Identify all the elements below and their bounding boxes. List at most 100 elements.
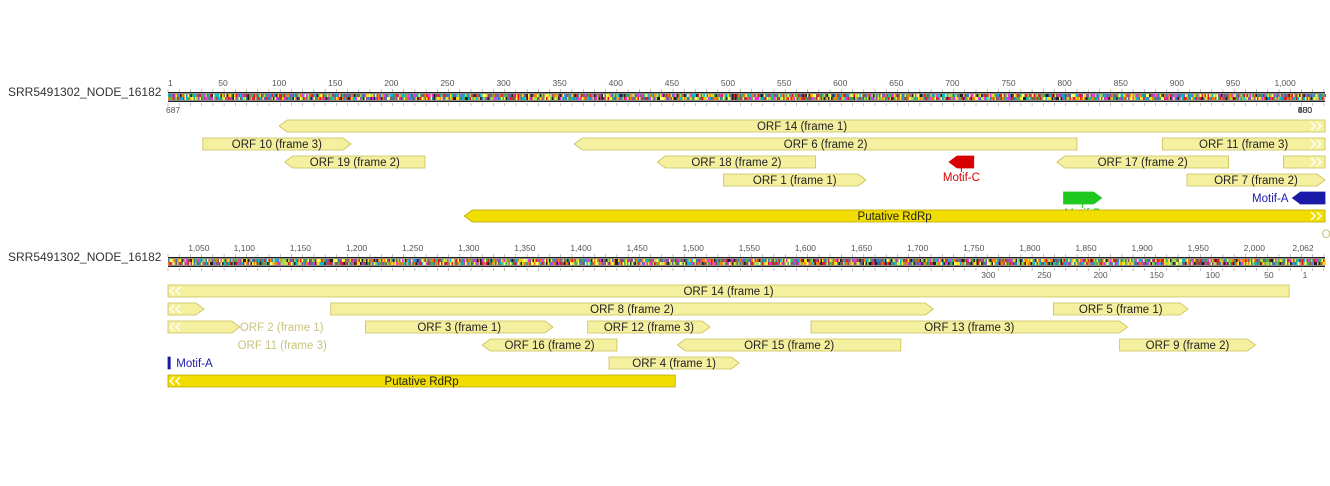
motif-a-motif[interactable] — [1291, 191, 1326, 205]
orf-8-frame-2-feature[interactable] — [330, 302, 935, 316]
tick-label: 400 — [609, 78, 623, 88]
tick-label: 1,350 — [514, 243, 536, 253]
reverse-tick-label: 150 — [1150, 270, 1164, 280]
tick-label: 300 — [496, 78, 510, 88]
orf-14-frame-1-feature[interactable] — [167, 284, 1290, 298]
reverse-tick-label: 50 — [1264, 270, 1274, 280]
orf-9-frame-2-feature[interactable] — [1119, 338, 1257, 352]
continuation-chevron — [175, 286, 181, 296]
tick-label: 1,700 — [907, 243, 929, 253]
tick-label: 1,000 — [1274, 78, 1296, 88]
orf-4-frame-1-feature[interactable] — [608, 356, 740, 370]
tick-label: 350 — [553, 78, 567, 88]
sequence-strip — [168, 257, 1327, 267]
faded-orf-2-label: ORF 2 ( — [1322, 229, 1330, 241]
orf-3-frame-1-feature[interactable] — [365, 320, 554, 334]
sequence-name: SRR5491302_NODE_16182 — [8, 250, 162, 264]
tick-label: 2,000 — [1244, 243, 1266, 253]
orf-18-frame-2-label: ORF 18 (frame 2) — [691, 157, 781, 169]
tick-label: 500 — [721, 78, 735, 88]
orf-5-frame-1-feature[interactable] — [1053, 302, 1189, 316]
tick-label: 1,750 — [963, 243, 985, 253]
orf-fragment-feature[interactable] — [1283, 155, 1326, 169]
motif-c-motif[interactable] — [948, 155, 975, 169]
orf-11-frame-3-feature[interactable] — [1161, 137, 1326, 151]
orf-10-frame-3-label: ORF 10 (frame 3) — [232, 139, 322, 151]
tick-label: 50 — [218, 78, 228, 88]
orf-19-frame-2-feature[interactable] — [284, 155, 426, 169]
reverse-tick-label: 650 — [1298, 105, 1312, 115]
putative-rdrp-feature[interactable] — [463, 209, 1326, 223]
continuation-chevron — [169, 286, 175, 296]
orf-14-frame-1-feature[interactable] — [278, 119, 1326, 133]
continuation-chevron — [175, 322, 181, 332]
orf-10-frame-3-feature[interactable] — [202, 137, 352, 151]
reverse-ruler: 300 250 200 150 100 50 1 — [167, 268, 1325, 280]
putative-rdrp-label: Putative RdRp — [858, 211, 932, 223]
tick-label: 100 — [272, 78, 286, 88]
tick-label: 650 — [889, 78, 903, 88]
orf-7-frame-2-label: ORF 7 (frame 2) — [1214, 175, 1298, 187]
tick-label: 1,600 — [795, 243, 817, 253]
motif-c-label: Motif-C — [943, 172, 980, 184]
continuation-chevron — [169, 376, 175, 386]
tick-label: 700 — [945, 78, 959, 88]
orf-14-frame-1-label: ORF 14 (frame 1) — [683, 286, 773, 298]
sequence-row-2: 1,050 1,100 1,150 1,200 1,250 1,300 1,350 1,400… — [8, 243, 1327, 388]
orf-5-frame-1-label: ORF 5 (frame 1) — [1079, 304, 1163, 316]
continuation-chevron — [175, 376, 181, 386]
tick-label: 1,950 — [1188, 243, 1210, 253]
forward-ruler: 1,050 1,100 1,150 1,200 1,250 1,300 1,350 1,400… — [167, 243, 1325, 257]
tick-label: 250 — [440, 78, 454, 88]
faded-orf-2-frame-1-label: ORF 2 (frame 1) — [240, 322, 324, 334]
continuation-chevron — [1310, 211, 1316, 221]
motif-a-label: Motif-A — [176, 358, 213, 370]
reverse-tick-label: 300 — [981, 270, 995, 280]
orf-18-frame-2-feature[interactable] — [656, 155, 816, 169]
motif-a-motif[interactable] — [167, 356, 171, 370]
orf-16-frame-2-label: ORF 16 (frame 2) — [504, 340, 594, 352]
continuation-chevron — [1310, 139, 1316, 149]
orf-17-frame-2-label: ORF 17 (frame 2) — [1098, 157, 1188, 169]
reverse-tick-label: 500 — [1298, 105, 1312, 115]
orf-13-frame-3-feature[interactable] — [810, 320, 1129, 334]
tick-label: 1,300 — [458, 243, 480, 253]
tick-label: 200 — [384, 78, 398, 88]
tick-label: 800 — [1058, 78, 1072, 88]
forward-ruler: 1 50 100 150 200 250 300 350 400 450 500 550 600 650 7… — [167, 78, 1325, 92]
orf-8-frame-2-label: ORF 8 (frame 2) — [590, 304, 674, 316]
orf-14-frame-1-label: ORF 14 (frame 1) — [757, 121, 847, 133]
orf-19-frame-2-label: ORF 19 (frame 2) — [310, 157, 400, 169]
putative-rdrp-feature[interactable] — [167, 374, 676, 388]
orf-9-frame-2-label: ORF 9 (frame 2) — [1146, 340, 1230, 352]
annotation-track: ORF 14 (frame 1) ORF 8 (frame 2) ORF 5 (fr… — [167, 284, 1290, 388]
continuation-chevron — [1310, 157, 1316, 167]
orf-13-frame-3-label: ORF 13 (frame 3) — [924, 322, 1014, 334]
orf-16-frame-2-feature[interactable] — [481, 338, 618, 352]
tick-label: 1,900 — [1131, 243, 1153, 253]
orf-4-frame-1-label: ORF 4 (frame 1) — [632, 358, 716, 370]
orf-15-frame-2-feature[interactable] — [676, 338, 902, 352]
continuation-chevron — [1310, 121, 1316, 131]
orf-1-frame-1-label: ORF 1 (frame 1) — [753, 175, 837, 187]
reverse-tick-label: 450 — [1298, 105, 1312, 115]
reverse-tick-label: 200 — [1093, 270, 1107, 280]
sequence-row-1: 1 50 100 150 200 250 300 350 400 450 500 550 600 650 7… — [8, 78, 1330, 241]
tick-label: 1,500 — [683, 243, 705, 253]
orf-17-frame-2-feature[interactable] — [1056, 155, 1229, 169]
orf-fragment-feature[interactable] — [167, 320, 241, 334]
putative-rdrp-label: Putative RdRp — [385, 376, 459, 388]
orf-12-frame-3-feature[interactable] — [587, 320, 711, 334]
orf-6-frame-2-feature[interactable] — [573, 137, 1078, 151]
orf-1-frame-1-feature[interactable] — [723, 173, 867, 187]
orf-fragment-feature[interactable] — [167, 302, 205, 316]
orf-7-frame-2-feature[interactable] — [1186, 173, 1326, 187]
tick-label: 550 — [777, 78, 791, 88]
continuation-chevron — [1316, 211, 1322, 221]
motif-b-motif[interactable] — [1063, 191, 1103, 205]
continuation-chevron — [1316, 121, 1322, 131]
sequence-strip — [168, 92, 1327, 102]
tick-label: 1,800 — [1019, 243, 1041, 253]
